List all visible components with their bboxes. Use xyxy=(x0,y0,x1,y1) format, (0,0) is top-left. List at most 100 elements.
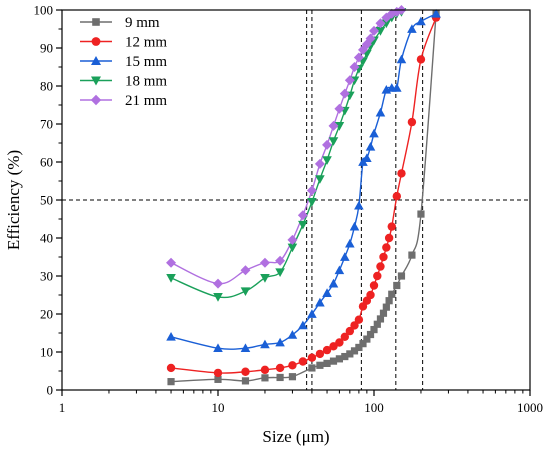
data-point xyxy=(376,315,385,323)
legend-item: 21 mm xyxy=(80,93,167,109)
data-point xyxy=(275,255,286,266)
data-point xyxy=(334,103,345,114)
data-point xyxy=(431,9,441,18)
data-point xyxy=(365,33,376,44)
data-point xyxy=(166,332,176,341)
data-point xyxy=(329,357,338,365)
data-point xyxy=(166,257,177,268)
data-point xyxy=(297,210,308,221)
data-point xyxy=(408,251,416,259)
data-point xyxy=(287,330,298,339)
data-point xyxy=(349,62,360,72)
data-point xyxy=(308,364,316,372)
legend-label: 9 mm xyxy=(125,15,160,31)
data-point xyxy=(307,198,317,207)
series-markers xyxy=(167,10,440,386)
data-point xyxy=(288,361,297,370)
legend-item: 12 mm xyxy=(80,35,167,51)
data-point xyxy=(393,281,401,290)
y-tick-label: 0 xyxy=(47,383,54,398)
y-tick-label: 40 xyxy=(40,231,53,246)
data-point xyxy=(240,265,251,276)
data-point xyxy=(241,367,250,376)
data-point xyxy=(373,320,381,328)
data-point xyxy=(334,122,345,131)
data-point xyxy=(316,361,324,369)
data-point xyxy=(307,309,317,318)
data-point xyxy=(382,243,391,252)
data-point xyxy=(315,349,325,359)
legend-swatch-marker xyxy=(91,56,101,65)
data-point xyxy=(288,373,297,381)
data-point xyxy=(382,303,390,311)
data-point xyxy=(287,234,298,245)
data-point xyxy=(354,315,364,324)
data-point xyxy=(344,75,355,86)
data-point xyxy=(260,274,270,283)
y-tick-label: 60 xyxy=(40,155,53,170)
data-point xyxy=(322,156,332,165)
data-point xyxy=(240,343,251,353)
data-point xyxy=(369,25,379,36)
data-point xyxy=(276,373,284,382)
data-point xyxy=(385,297,393,305)
y-tick-label: 10 xyxy=(40,345,53,360)
data-point xyxy=(350,347,359,355)
legend-swatch-marker xyxy=(90,94,102,106)
x-axis-label: Size (μm) xyxy=(262,427,329,446)
data-point xyxy=(166,363,176,373)
series-markers xyxy=(166,5,407,289)
data-point xyxy=(322,288,332,297)
data-point xyxy=(369,281,379,290)
data-point xyxy=(388,290,396,298)
data-point xyxy=(322,345,332,355)
data-point xyxy=(275,363,285,373)
data-point xyxy=(391,83,402,92)
data-point xyxy=(260,365,270,375)
data-point xyxy=(334,265,345,275)
data-point xyxy=(167,378,175,386)
legend-label: 12 mm xyxy=(125,35,167,51)
data-point xyxy=(376,262,385,271)
x-tick-label: 10 xyxy=(212,400,225,415)
data-point xyxy=(275,268,285,277)
data-point xyxy=(407,24,417,33)
series-markers xyxy=(166,8,407,302)
y-tick-label: 90 xyxy=(40,41,53,56)
y-tick-label: 50 xyxy=(40,193,53,208)
data-point xyxy=(166,274,176,283)
data-point xyxy=(359,340,367,348)
data-point xyxy=(416,16,426,26)
data-point xyxy=(213,278,223,289)
data-point xyxy=(416,55,426,64)
x-tick-label: 1000 xyxy=(517,400,543,415)
data-point xyxy=(350,321,359,330)
axes: 1 10 100 1000 0 10 20 30 40 50 60 70 80 90 100 xyxy=(34,3,544,416)
y-axis-label: Efficiency (%) xyxy=(4,150,23,250)
legend-swatch-marker xyxy=(91,37,101,46)
legend-label: 15 mm xyxy=(125,54,167,70)
data-point xyxy=(341,352,349,361)
data-point xyxy=(381,19,392,29)
data-point xyxy=(365,142,376,151)
data-point xyxy=(323,359,331,367)
data-point xyxy=(261,374,269,382)
data-point xyxy=(328,137,339,146)
y-tick-label: 70 xyxy=(40,117,53,132)
data-point xyxy=(340,252,350,261)
data-point xyxy=(335,338,344,347)
data-point xyxy=(345,238,355,248)
data-point xyxy=(240,287,251,296)
data-point xyxy=(391,6,402,17)
data-point xyxy=(322,139,333,150)
y-tick-label: 80 xyxy=(40,79,53,94)
data-point xyxy=(370,325,378,334)
y-tick-label: 30 xyxy=(40,269,53,284)
data-point xyxy=(298,320,308,330)
data-point xyxy=(362,153,372,163)
data-point xyxy=(287,243,298,253)
data-point xyxy=(241,377,250,385)
data-point xyxy=(307,353,317,362)
data-point xyxy=(275,337,285,347)
